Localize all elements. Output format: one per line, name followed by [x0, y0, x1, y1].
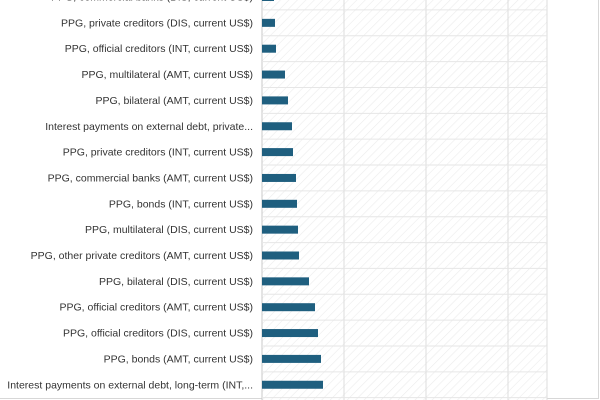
bar[interactable]	[262, 70, 285, 79]
category-label: Interest payments on external debt, priv…	[45, 121, 253, 133]
bars-group	[262, 0, 323, 389]
bar[interactable]	[262, 225, 298, 234]
category-label: PPG, private creditors (DIS, current US$…	[61, 17, 253, 29]
bar[interactable]	[262, 251, 299, 260]
bar[interactable]	[262, 18, 275, 27]
bar[interactable]	[262, 303, 315, 312]
bar[interactable]	[262, 96, 288, 105]
gridlines	[261, 0, 548, 400]
bar[interactable]	[262, 354, 321, 363]
category-label: PPG, multilateral (DIS, current US$)	[85, 224, 253, 236]
category-label: PPG, private creditors (INT, current US$…	[63, 147, 253, 159]
category-label: PPG, multilateral (AMT, current US$)	[81, 69, 253, 81]
bar[interactable]	[262, 329, 318, 338]
category-label: PPG, official creditors (AMT, current US…	[59, 302, 253, 314]
bar[interactable]	[262, 277, 309, 286]
bar[interactable]	[262, 44, 276, 53]
category-label: PPG, official creditors (DIS, current US…	[63, 328, 253, 340]
bar[interactable]	[262, 148, 293, 157]
bar[interactable]	[262, 173, 296, 182]
category-label: PPG, official creditors (INT, current US…	[65, 43, 253, 55]
bar[interactable]	[262, 0, 274, 1]
category-label: PPG, other private creditors (AMT, curre…	[31, 250, 253, 262]
category-label: PPG, bilateral (DIS, current US$)	[99, 276, 253, 288]
bar[interactable]	[262, 122, 292, 131]
category-label: Interest payments on external debt, long…	[7, 379, 253, 391]
bar[interactable]	[262, 380, 323, 389]
category-label: PPG, bonds (AMT, current US$)	[104, 353, 253, 365]
category-labels: PPG, commercial banks (DIS, current US$)…	[7, 0, 253, 391]
category-label: PPG, commercial banks (DIS, current US$)	[51, 0, 253, 4]
plot-area	[262, 0, 547, 400]
bar[interactable]	[262, 199, 297, 208]
category-label: PPG, bilateral (AMT, current US$)	[95, 95, 253, 107]
category-label: PPG, bonds (INT, current US$)	[109, 198, 253, 210]
category-label: PPG, commercial banks (AMT, current US$)	[48, 172, 253, 184]
